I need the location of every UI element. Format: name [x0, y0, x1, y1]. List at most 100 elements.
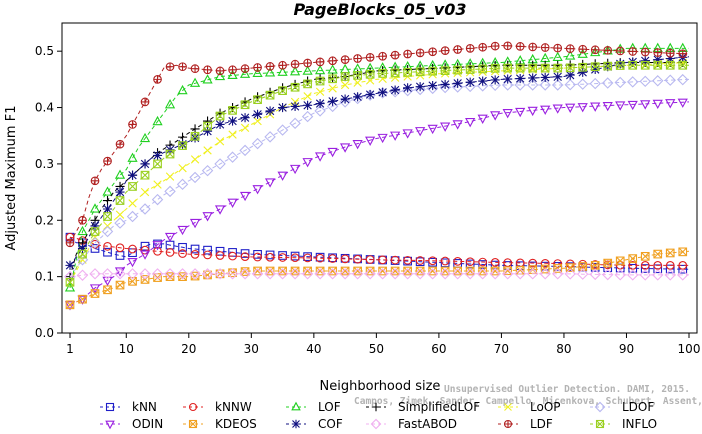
series-layer [64, 41, 690, 311]
data-point [202, 126, 213, 136]
data-point [278, 102, 288, 113]
data-point [439, 81, 451, 94]
data-point [565, 70, 575, 80]
data-point [178, 163, 187, 173]
legend-label: LDF [530, 417, 553, 431]
data-point [315, 74, 325, 84]
data-point [215, 111, 225, 121]
data-point [102, 276, 113, 287]
data-point [390, 68, 400, 78]
data-point [526, 268, 539, 280]
data-point [278, 86, 287, 95]
data-point [628, 254, 638, 263]
data-point [427, 124, 438, 135]
data-point [164, 99, 176, 109]
data-point [426, 268, 439, 280]
data-point [315, 253, 325, 263]
data-point [364, 268, 376, 280]
data-point [476, 268, 489, 280]
data-point [515, 63, 525, 73]
data-point [276, 268, 289, 280]
data-point [178, 62, 187, 71]
data-point [578, 44, 588, 54]
data-point [328, 84, 337, 93]
x-tick-label: 90 [619, 342, 634, 356]
data-point [603, 258, 612, 268]
data-point [577, 48, 588, 58]
data-point [77, 295, 88, 305]
data-point [328, 56, 337, 65]
data-point [140, 187, 150, 197]
data-point [139, 268, 151, 280]
data-point [114, 267, 126, 277]
data-point [477, 114, 488, 124]
data-point [328, 254, 337, 263]
data-point [228, 116, 238, 126]
x-axis-label: Neighborhood size [320, 379, 441, 394]
data-point [578, 45, 587, 54]
data-point [290, 253, 300, 263]
data-point [101, 268, 114, 280]
data-point [264, 131, 276, 143]
data-point [90, 289, 100, 298]
data-point [253, 95, 262, 105]
data-point [240, 113, 250, 123]
data-point [390, 131, 401, 141]
data-point [165, 149, 175, 159]
data-point [627, 76, 639, 88]
data-point [440, 79, 450, 89]
data-point [490, 258, 500, 267]
data-point [253, 116, 262, 126]
data-point [503, 63, 513, 73]
data-point [78, 294, 87, 304]
data-point [264, 268, 276, 280]
data-point [164, 185, 176, 198]
data-point [76, 269, 89, 281]
data-point [115, 187, 125, 197]
data-point [615, 256, 625, 266]
x-tick-label: 40 [306, 342, 321, 356]
data-point [215, 246, 225, 256]
data-point [115, 196, 125, 205]
data-point [453, 65, 463, 75]
data-point [627, 76, 639, 88]
data-point [565, 103, 576, 113]
y-axis: 0.0 0.1 0.2 0.3 0.4 0.5 [35, 44, 62, 340]
data-point [652, 75, 664, 87]
data-point [415, 67, 425, 77]
data-point [590, 62, 600, 72]
data-point [502, 109, 513, 119]
data-point [540, 72, 550, 82]
data-point [78, 249, 87, 259]
data-point [603, 46, 612, 55]
data-point [190, 271, 200, 281]
data-point [152, 150, 163, 161]
data-point [265, 106, 275, 116]
legend: kNN kNNW LOF SimplifiedLOF LoOP LDOF ODIN KDEOS… [100, 400, 657, 431]
watermark-line-2: Campos, Zimek, Sander, Campello, Micenko… [354, 396, 702, 407]
data-point [640, 261, 650, 270]
data-point [115, 196, 125, 205]
data-point [278, 266, 287, 276]
data-point [326, 268, 339, 280]
data-point [328, 96, 338, 106]
x-tick-label: 30 [244, 342, 259, 356]
data-point [353, 54, 362, 63]
data-point [614, 76, 626, 89]
data-point [115, 280, 125, 290]
data-point [503, 266, 513, 276]
data-point [114, 169, 126, 179]
legend-marker [105, 420, 115, 430]
data-point [465, 68, 475, 77]
data-point [428, 81, 438, 91]
data-point [665, 248, 675, 258]
data-point [452, 120, 463, 130]
data-point [552, 51, 563, 61]
data-point [316, 58, 324, 66]
data-point [240, 267, 250, 276]
data-point [128, 199, 137, 208]
data-point [277, 66, 288, 76]
data-point [227, 69, 238, 80]
data-point [116, 140, 124, 148]
data-point [65, 300, 75, 310]
